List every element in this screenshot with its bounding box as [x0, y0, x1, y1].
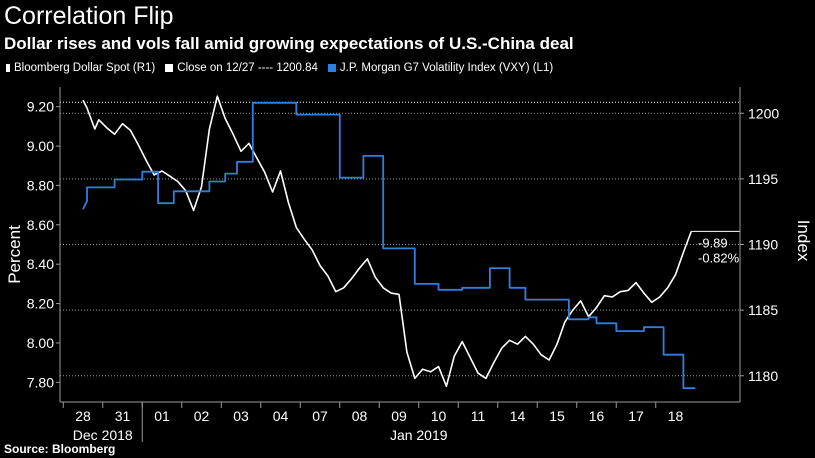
legend-swatch-dollar [6, 64, 10, 72]
series-line-vxy [82, 101, 696, 390]
x-group-label: Dec 2018 [73, 427, 133, 443]
right-axis-title: Index [794, 220, 813, 262]
x-tick-label: 17 [628, 408, 644, 424]
x-tick-label: 31 [115, 408, 131, 424]
left-tick-label: 8.00 [27, 335, 54, 351]
left-axis-title: Percent [5, 225, 24, 284]
chart-title: Correlation Flip [4, 2, 174, 30]
legend-item-vxy: J.P. Morgan G7 Volatility Index (VXY) (L… [327, 62, 554, 74]
right-tick-label: 1195 [748, 171, 778, 187]
x-tick-label: 04 [273, 408, 289, 424]
x-tick-label: 18 [668, 408, 684, 424]
legend: Bloomberg Dollar Spot (R1) Close on 12/2… [6, 62, 563, 74]
left-tick-label: 7.80 [27, 374, 54, 390]
legend-item-dollar: Bloomberg Dollar Spot (R1) [6, 62, 155, 74]
series-line-dollar [82, 95, 693, 388]
left-tick-label: 8.60 [27, 217, 54, 233]
x-tick-label: 07 [312, 408, 328, 424]
legend-swatch-vxy [327, 64, 336, 72]
legend-label-vxy: J.P. Morgan G7 Volatility Index (VXY) (L… [339, 62, 554, 74]
x-tick-label: 10 [431, 408, 447, 424]
left-tick-label: 8.40 [27, 256, 54, 272]
series-layer: -9.89-0.82% [82, 95, 740, 390]
x-tick-label: 08 [352, 408, 368, 424]
annotation-change: -9.89 [698, 235, 728, 250]
left-tick-label: 8.20 [27, 296, 54, 312]
right-tick-label: 1180 [748, 368, 778, 384]
x-tick-label: 02 [194, 408, 210, 424]
left-tick-label: 8.80 [27, 177, 54, 193]
axis-layer: 7.80 8.00 8.20 8.40 8.60 8.80 9.00 9.20 1180 1185… [5, 87, 813, 443]
x-tick-label: 09 [391, 408, 407, 424]
chart-subtitle: Dollar rises and vols fall amid growing … [4, 34, 574, 53]
x-tick-label: 16 [589, 408, 605, 424]
x-group-label: Jan 2019 [390, 427, 448, 443]
right-tick-label: 1200 [748, 105, 779, 121]
x-tick-label: 15 [549, 408, 565, 424]
left-tick-label: 9.20 [27, 99, 54, 115]
x-tick-label: 14 [510, 408, 526, 424]
x-tick-label: 28 [75, 408, 91, 424]
legend-swatch-close [165, 64, 174, 72]
legend-label-close: Close on 12/27 ---- 1200.84 [177, 62, 318, 74]
source-note: Source: Bloomberg [4, 442, 116, 456]
grid-layer [60, 112, 740, 377]
left-tick-label: 9.00 [27, 138, 54, 154]
x-tick-label: 01 [154, 408, 170, 424]
x-tick-label: 11 [471, 408, 486, 424]
right-tick-label: 1190 [748, 237, 778, 253]
legend-item-close: Close on 12/27 ---- 1200.84 [165, 62, 318, 74]
annotation-pct-change: -0.82% [698, 250, 740, 265]
right-tick-label: 1185 [748, 302, 778, 318]
legend-label-dollar: Bloomberg Dollar Spot (R1) [14, 62, 156, 74]
x-tick-label: 03 [233, 408, 249, 424]
